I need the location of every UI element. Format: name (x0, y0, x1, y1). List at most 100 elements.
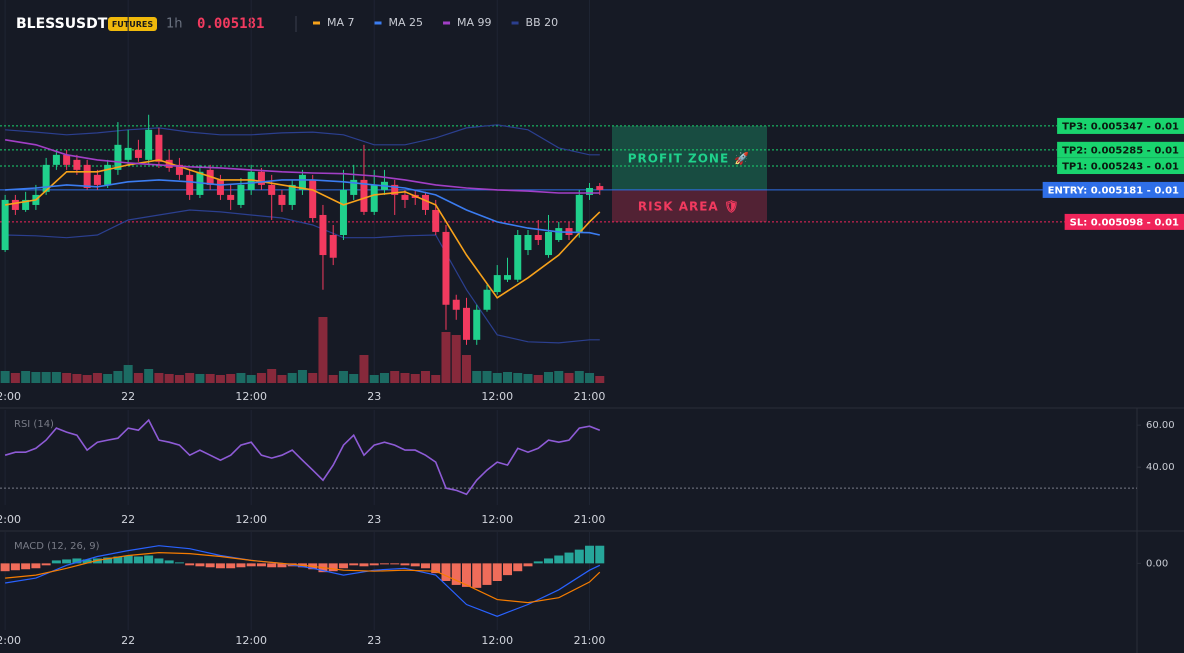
level-label: TP1: 0.005243 - 0.01 (1062, 162, 1179, 173)
histogram-bar (379, 563, 389, 565)
histogram-bar (595, 545, 605, 564)
candle-body (370, 184, 378, 212)
x-tick-label: 12:00 (481, 513, 513, 526)
volume-bar (164, 374, 174, 383)
candle-body (503, 275, 511, 280)
volume-bar (369, 375, 379, 383)
level-label-box (1042, 181, 1184, 198)
level-label: SL: 0.005098 - 0.01 (1070, 217, 1179, 228)
candle-body (596, 186, 604, 190)
candle-body (586, 187, 594, 195)
candle-body (391, 184, 399, 195)
volume-bar (308, 373, 318, 383)
histogram-bar (236, 563, 246, 568)
volume-bar (492, 373, 502, 383)
zone-label: PROFIT ZONE 🚀 (628, 151, 751, 165)
histogram-bar (226, 563, 236, 569)
volume-bar (174, 375, 184, 383)
histogram-bar (461, 563, 471, 587)
level-label: TP2: 0.005285 - 0.01 (1062, 145, 1179, 156)
volume-bar (123, 365, 133, 383)
volume-bar (338, 371, 348, 383)
volume-bar (31, 372, 41, 383)
volume-bar (195, 374, 205, 383)
histogram-bar (277, 563, 287, 568)
legend-label: MA 99 (457, 16, 492, 29)
volume-bar (246, 375, 256, 383)
volume-bar (0, 371, 10, 383)
histogram-bar (400, 563, 410, 566)
histogram-bar (420, 563, 430, 569)
volume-bar (533, 375, 543, 383)
x-tick-label: 12:00 (0, 513, 21, 526)
volume-bar (215, 375, 225, 383)
candle-body (134, 149, 142, 158)
panel-title: RSI (14) (14, 419, 54, 430)
candle-body (73, 159, 81, 170)
histogram-bar (195, 563, 205, 567)
volume-bar (205, 374, 215, 383)
volume-bar (441, 332, 451, 383)
level-label-box (1057, 117, 1184, 134)
volume-bar (544, 372, 554, 383)
level-label: TP3: 0.005347 - 0.01 (1062, 121, 1179, 132)
candle-body (360, 179, 368, 212)
histogram-bar (554, 555, 564, 564)
histogram-bar (133, 556, 143, 564)
histogram-bar (215, 563, 225, 569)
volume-bar (420, 371, 430, 383)
x-tick-label: 23 (367, 634, 381, 647)
volume-bar (349, 374, 359, 383)
x-tick-label: 21:00 (574, 634, 606, 647)
candle-body (462, 307, 470, 340)
candle-body (83, 164, 91, 188)
candle-body (524, 235, 532, 251)
candle-body (237, 184, 245, 205)
candle-body (483, 289, 491, 310)
candle-body (309, 179, 317, 219)
histogram-bar (10, 563, 20, 571)
level-label-box (1057, 141, 1184, 158)
legend-label: MA 7 (327, 16, 355, 29)
x-tick-label: 12:00 (235, 634, 267, 647)
volume-bar (564, 373, 574, 383)
volume-bar (461, 355, 471, 383)
histogram-bar (41, 563, 51, 566)
histogram-bar (359, 563, 369, 567)
histogram-bar (103, 557, 113, 564)
histogram-bar (451, 563, 461, 585)
volume-bar (113, 371, 123, 383)
legend-label: MA 25 (389, 16, 424, 29)
histogram-bar (246, 563, 256, 567)
zone (612, 125, 767, 190)
volume-bar (92, 373, 102, 383)
candle-body (350, 179, 358, 195)
volume-bar (379, 373, 389, 383)
legend-label: BB 20 (526, 16, 559, 29)
x-tick-label: 22 (121, 634, 135, 647)
histogram-bar (72, 558, 82, 564)
volume-bar (154, 373, 164, 383)
volume-bar (318, 317, 328, 383)
candle-body (1, 199, 9, 251)
histogram-bar (82, 559, 92, 564)
volume-bar (41, 372, 51, 383)
histogram-bar (431, 563, 441, 574)
y-tick-label: 0.00 (1146, 558, 1168, 569)
volume-bar (523, 374, 533, 383)
candle-body (421, 194, 429, 210)
histogram-bar (472, 563, 482, 588)
volume-bar (472, 371, 482, 383)
histogram-bar (369, 563, 379, 566)
x-tick-label: 12:00 (235, 513, 267, 526)
histogram-bar (533, 561, 543, 564)
ma-line (5, 179, 600, 236)
macd-line (5, 551, 601, 604)
y-tick-label: 40.00 (1146, 462, 1175, 473)
x-tick-label: 23 (367, 513, 381, 526)
histogram-bar (123, 555, 133, 564)
candle-body (452, 299, 460, 310)
volume-bar (502, 372, 512, 383)
candle-body (63, 154, 71, 165)
